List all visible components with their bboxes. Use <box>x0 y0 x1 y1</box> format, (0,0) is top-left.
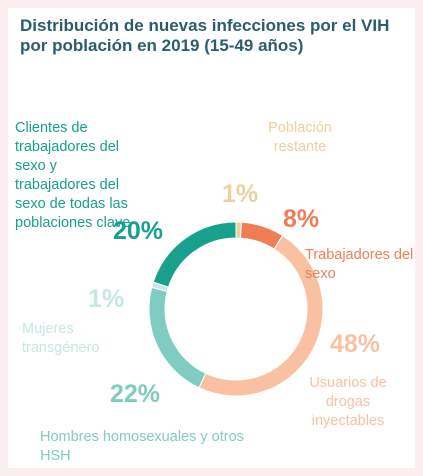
value-label: 1% <box>222 180 259 208</box>
slice-label: Hombres homosexuales y otros HSH <box>40 429 244 464</box>
slice-label: Mujeres transgénero <box>22 321 100 356</box>
slice-label: Población restante <box>268 120 332 155</box>
value-label: 48% <box>330 330 381 358</box>
value-label: 8% <box>283 205 320 233</box>
chart-title: Distribución de nuevas infecciones por e… <box>20 16 390 55</box>
value-label: 22% <box>110 380 161 408</box>
slice-label: Clientes de trabajadores del sexo y trab… <box>15 120 131 231</box>
donut-slice <box>152 221 237 288</box>
slice-label: Trabajadores del sexo <box>305 247 414 282</box>
donut-slice <box>148 286 207 389</box>
slice-label: Usuarios de drogas inyectables <box>309 375 387 429</box>
value-label: 1% <box>88 285 125 313</box>
value-label: 20% <box>113 217 164 245</box>
